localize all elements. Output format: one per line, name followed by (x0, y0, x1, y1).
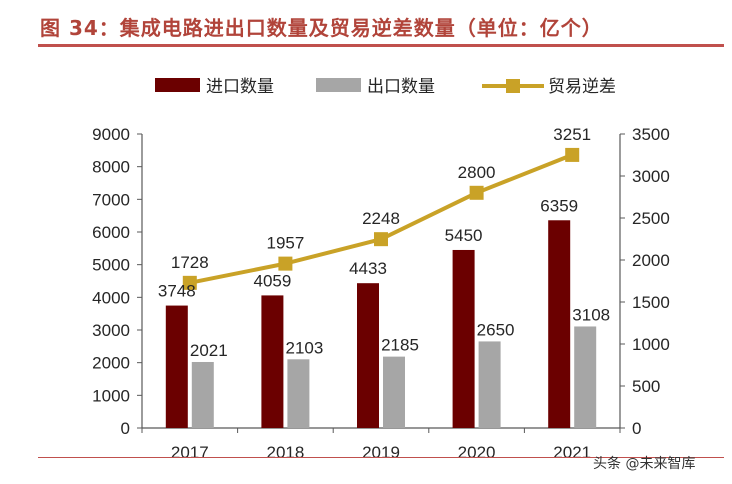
export-bar (574, 326, 597, 428)
y-left-tick-label: 0 (121, 419, 130, 438)
export-value-label: 2103 (285, 338, 323, 357)
figure-title: 图 34：集成电路进出口数量及贸易逆差数量（单位：亿个） (40, 16, 603, 40)
y-left-tick-label: 9000 (92, 125, 130, 144)
x-tick-label: 2018 (266, 443, 304, 462)
y-right-tick-label: 500 (632, 377, 660, 396)
y-left-tick-label: 4000 (92, 288, 130, 307)
title-divider (38, 44, 724, 47)
deficit-marker (565, 147, 580, 162)
x-tick-label: 2021 (553, 443, 591, 462)
y-left-tick-label: 2000 (92, 354, 130, 373)
y-right-tick-label: 3000 (632, 167, 670, 186)
export-bar (478, 341, 501, 428)
import-value-label: 4059 (253, 271, 291, 290)
deficit-value-label: 1957 (266, 234, 304, 253)
import-bar (452, 249, 475, 428)
import-value-label: 4433 (349, 259, 387, 278)
y-right-tick-label: 1000 (632, 335, 670, 354)
export-bar (383, 356, 405, 428)
y-left-tick-label: 7000 (92, 190, 130, 209)
deficit-marker (374, 232, 388, 247)
deficit-marker (469, 185, 484, 200)
y-right-tick-label: 1500 (632, 293, 670, 312)
export-value-label: 2021 (190, 341, 228, 360)
import-value-label: 6359 (540, 196, 578, 215)
import-bar (548, 220, 571, 428)
y-left-tick-label: 6000 (92, 223, 130, 242)
export-value-label: 2185 (381, 336, 419, 355)
y-left-tick-label: 3000 (92, 321, 130, 340)
export-value-label: 3108 (572, 305, 610, 324)
deficit-value-label: 1728 (171, 253, 209, 272)
watermark-text: 头条 @未来智库 (593, 456, 696, 472)
legend-deficit-marker (506, 79, 520, 93)
import-bar (165, 305, 188, 428)
y-right-tick-label: 0 (632, 419, 641, 438)
trade-deficit-line (182, 147, 580, 290)
legend-export-swatch (316, 78, 361, 92)
data-labels: 3748 4059 4433 5450 6359 2021 2103 2185 2650 3108… (158, 125, 610, 360)
y-right-tick-label: 2500 (632, 209, 670, 228)
watermark: 头条 @未来智库 (589, 453, 695, 473)
bottom-divider (38, 457, 724, 458)
deficit-marker (278, 256, 293, 271)
export-bar (287, 359, 310, 428)
export-value-label: 2650 (477, 320, 515, 339)
x-tick-label: 2019 (362, 443, 400, 462)
legend-import-swatch (155, 78, 200, 92)
deficit-value-label: 2800 (458, 163, 496, 182)
export-bar (191, 361, 214, 428)
legend-deficit-label: 贸易逆差 (548, 77, 616, 97)
legend-export-label: 出口数量 (367, 77, 435, 97)
y-right-tick-label: 3500 (632, 125, 670, 144)
deficit-value-label: 3251 (553, 125, 591, 144)
legend-import-label: 进口数量 (206, 77, 274, 97)
import-value-label: 3748 (158, 282, 196, 301)
deficit-value-label: 2248 (362, 209, 400, 228)
bars (165, 220, 597, 428)
y-left-tick-label: 5000 (92, 256, 130, 275)
y-left-tick-label: 8000 (92, 158, 130, 177)
import-bar (261, 295, 284, 428)
x-tick-label: 2020 (458, 443, 496, 462)
import-bar (357, 283, 379, 428)
y-left-tick-label: 1000 (92, 386, 130, 405)
import-value-label: 5450 (445, 226, 483, 245)
y-right-tick-label: 2000 (632, 251, 670, 270)
deficit-marker (182, 275, 197, 290)
x-tick-label: 2017 (171, 443, 209, 462)
legend: 进口数量 出口数量 贸易逆差 (155, 77, 616, 97)
